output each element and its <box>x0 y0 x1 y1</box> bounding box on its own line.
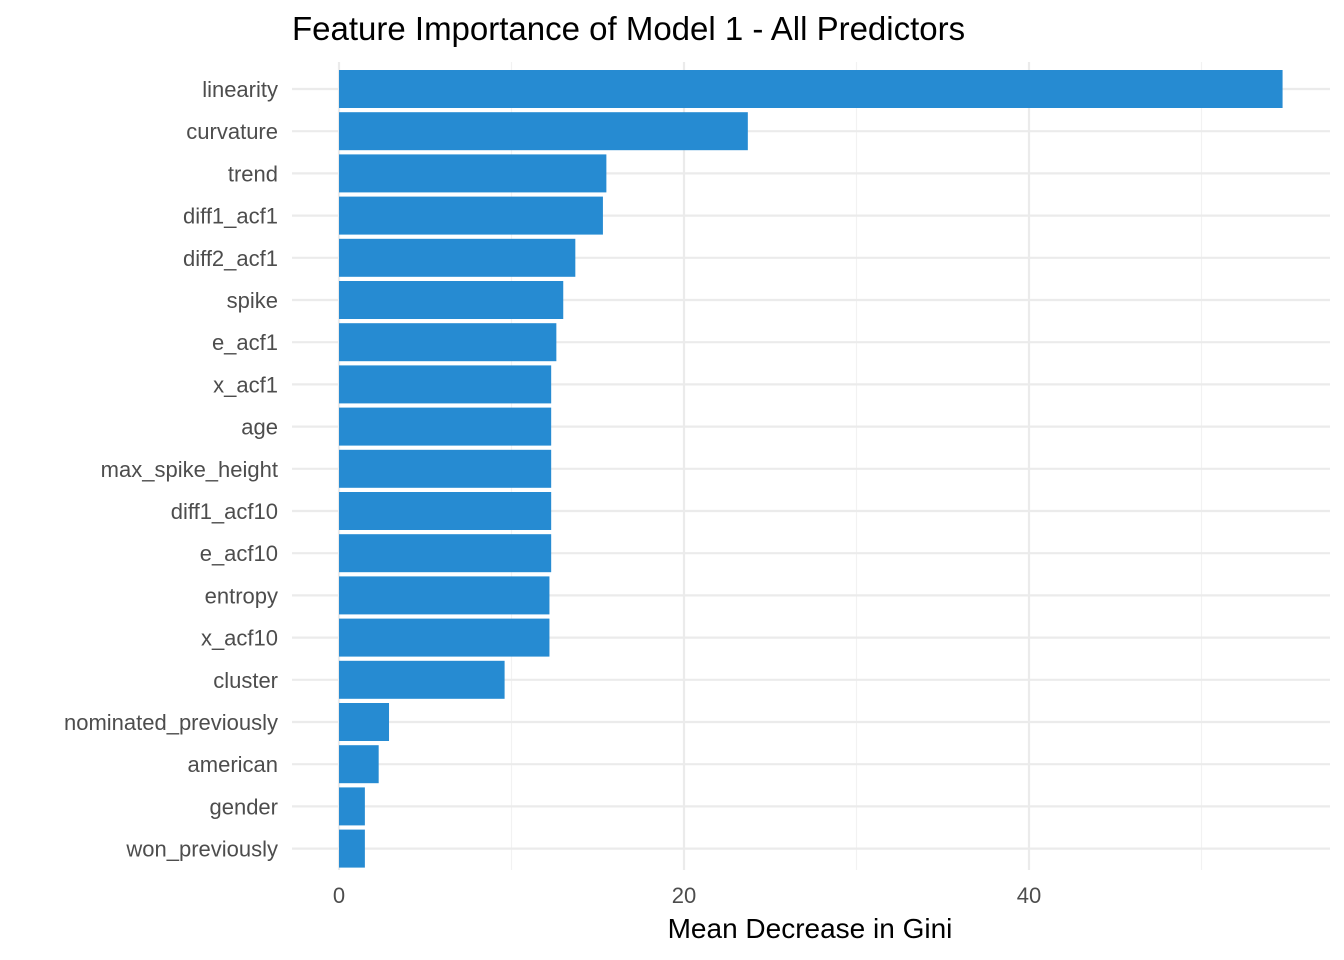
category-label-american: american <box>188 752 278 777</box>
bar-e_acf10 <box>339 534 552 573</box>
category-label-nominated_previously: nominated_previously <box>64 710 278 735</box>
category-label-won_previously: won_previously <box>125 837 278 862</box>
bar-nominated_previously <box>339 703 390 741</box>
category-label-diff1_acf10: diff1_acf10 <box>171 499 278 524</box>
category-label-e_acf1: e_acf1 <box>212 330 278 355</box>
bar-entropy <box>339 576 550 615</box>
x-tick-label-2: 40 <box>1017 883 1041 908</box>
bar-diff1_acf1 <box>339 196 603 235</box>
bar-gender <box>339 787 365 826</box>
category-label-trend: trend <box>228 161 278 186</box>
bar-diff1_acf10 <box>339 492 552 530</box>
x-axis-title: Mean Decrease in Gini <box>668 913 953 944</box>
bar-spike <box>339 281 564 319</box>
category-label-curvature: curvature <box>186 119 278 144</box>
category-label-e_acf10: e_acf10 <box>200 541 278 566</box>
chart-title: Feature Importance of Model 1 - All Pred… <box>292 10 965 47</box>
bar-linearity <box>339 70 1283 108</box>
category-label-diff1_acf1: diff1_acf1 <box>183 204 278 229</box>
category-label-max_spike_height: max_spike_height <box>101 457 278 482</box>
category-label-diff2_acf1: diff2_acf1 <box>183 246 278 271</box>
bar-trend <box>339 154 607 193</box>
bar-curvature <box>339 112 748 151</box>
bar-x_acf10 <box>339 618 550 657</box>
category-label-gender: gender <box>209 794 278 819</box>
bar-max_spike_height <box>339 449 552 488</box>
bar-x_acf1 <box>339 365 552 404</box>
bar-cluster <box>339 660 505 699</box>
category-label-cluster: cluster <box>213 668 278 693</box>
category-labels: linearity curvature trend diff1_acf1 diff2_a… <box>64 77 278 862</box>
bar-e_acf1 <box>339 323 557 362</box>
bar-diff2_acf1 <box>339 238 576 277</box>
bar-age <box>339 407 552 446</box>
category-label-age: age <box>241 415 278 440</box>
x-tick-label-0: 0 <box>333 883 345 908</box>
bars <box>339 70 1283 868</box>
category-label-entropy: entropy <box>205 583 278 608</box>
bar-won_previously <box>339 829 365 868</box>
category-label-x_acf1: x_acf1 <box>213 372 278 397</box>
bar-american <box>339 745 379 784</box>
category-label-spike: spike <box>227 288 278 313</box>
category-label-x_acf10: x_acf10 <box>201 626 278 651</box>
x-tick-label-1: 20 <box>672 883 696 908</box>
x-tick-labels: 0 20 40 <box>333 883 1041 908</box>
category-label-linearity: linearity <box>202 77 278 102</box>
